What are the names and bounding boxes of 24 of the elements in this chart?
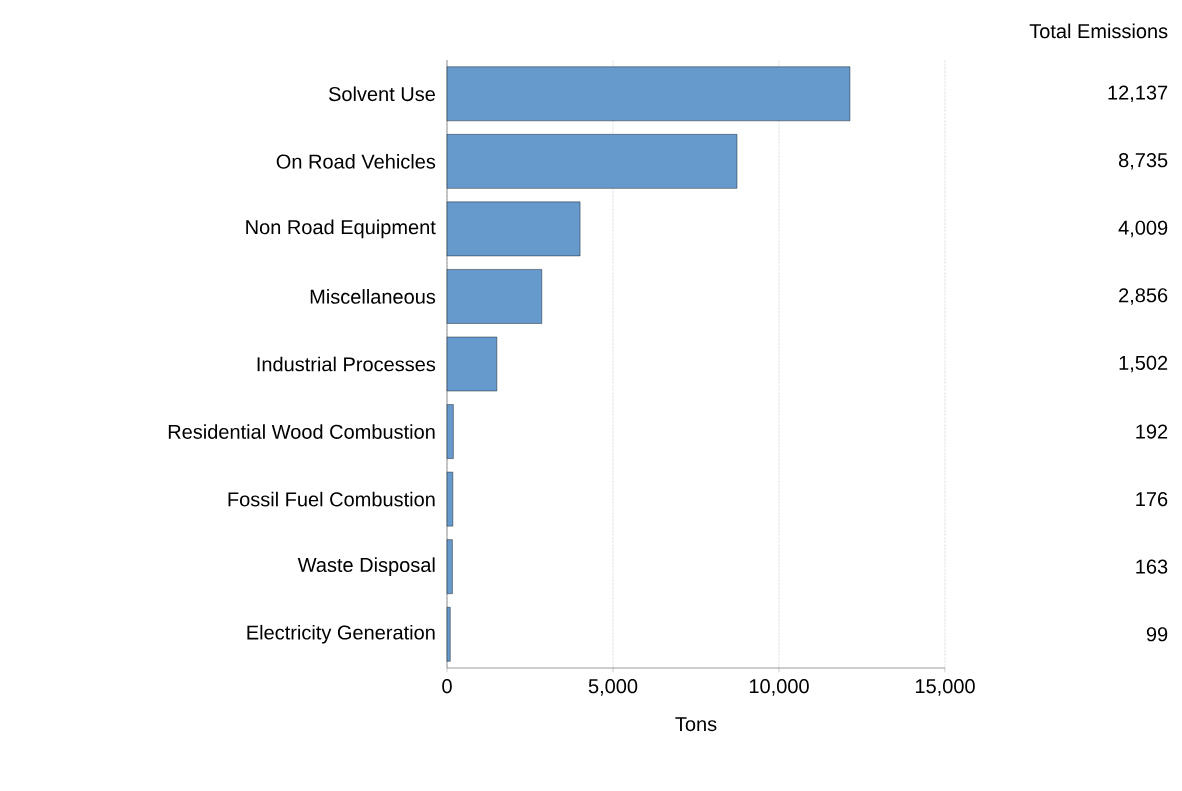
data-label: 192 (1136, 424, 1168, 439)
x-tick-label: 0 (442, 679, 452, 694)
y-tick-label: Miscellaneous (310, 289, 436, 304)
y-tick-label: Waste Disposal (297, 557, 435, 576)
y-tick-label: Solvent Use (328, 86, 435, 102)
data-label: 2,856 (1119, 288, 1168, 305)
x-tick-label: 15,000 (915, 679, 975, 696)
y-tick-label: Non Road Equipment (246, 219, 436, 239)
data-label: 8,735 (1118, 153, 1168, 170)
data-label: 99 (1146, 627, 1168, 642)
data-label: 1,502 (1119, 355, 1168, 373)
x-tick-label: 5,000 (588, 679, 638, 696)
y-tick-label: Fossil Fuel Combustion (228, 491, 435, 507)
x-tick-label: 10,000 (749, 679, 809, 696)
y-tick-label: Residential Wood Combustion (168, 424, 435, 439)
data-label: 12,137 (1108, 85, 1168, 103)
y-tick-label: Electricity Generation (247, 624, 435, 644)
x-axis-title: Tons (675, 717, 717, 732)
data-label: 163 (1136, 559, 1168, 574)
data-label: 176 (1136, 492, 1168, 507)
text: Total Emissions (1029, 23, 1168, 39)
y-tick-label: Industrial Processes (257, 356, 436, 372)
data-label: 4,009 (1118, 220, 1168, 238)
y-tick-label: On Road Vehicles (276, 153, 436, 169)
